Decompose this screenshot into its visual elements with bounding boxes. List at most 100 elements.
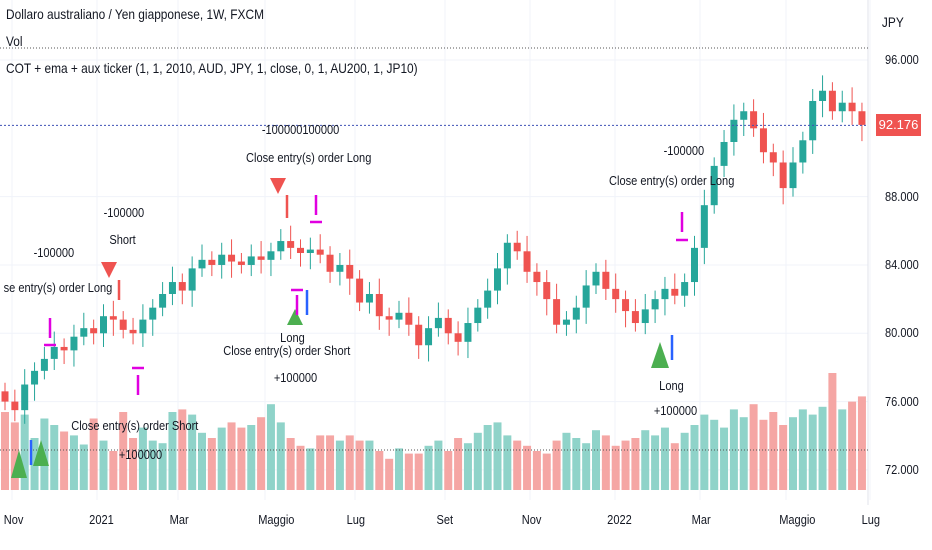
red-arrow-markers bbox=[117, 195, 289, 300]
price-tick-label: 96.000 bbox=[884, 52, 919, 67]
candle-body bbox=[149, 307, 157, 320]
volume-bar bbox=[306, 448, 315, 490]
candle-body bbox=[720, 141, 728, 166]
candle-body bbox=[21, 384, 29, 411]
candle-body bbox=[700, 205, 708, 248]
annotation: -100000 bbox=[103, 205, 145, 220]
volume-bar bbox=[119, 412, 128, 490]
time-tick-label: Lug bbox=[346, 512, 366, 527]
short-triangle-marker bbox=[101, 262, 117, 278]
time-tick-label: Maggio bbox=[258, 512, 295, 527]
candle-body bbox=[228, 254, 236, 262]
volume-bar bbox=[779, 425, 788, 490]
annotation: -100000100000 bbox=[261, 122, 340, 137]
candle-body bbox=[602, 271, 610, 289]
price-tick-label: 80.000 bbox=[884, 325, 919, 341]
candle-body bbox=[100, 316, 107, 334]
volume-bar bbox=[710, 419, 719, 490]
candle-body bbox=[395, 312, 403, 320]
candle-body bbox=[109, 316, 117, 320]
candle-body bbox=[769, 152, 777, 163]
volume-bar bbox=[808, 414, 817, 490]
candle-body bbox=[277, 241, 285, 252]
candle-body bbox=[31, 370, 39, 385]
last-price-tag: 92.176 bbox=[876, 114, 921, 137]
volume-bar bbox=[789, 417, 797, 490]
annotation: Long bbox=[659, 378, 684, 393]
short-triangle-marker bbox=[270, 178, 286, 194]
annotation: Short bbox=[109, 232, 136, 247]
candle-body bbox=[809, 100, 817, 141]
volume-bar bbox=[395, 448, 403, 490]
candle-body bbox=[819, 90, 827, 101]
time-tick-label: 2021 bbox=[89, 512, 114, 527]
time-tick-label: Mar bbox=[691, 512, 711, 527]
candle-body bbox=[247, 256, 255, 265]
volume-bar bbox=[69, 435, 78, 490]
volume-bar bbox=[385, 458, 394, 490]
volume-bar bbox=[838, 409, 847, 490]
candle-body bbox=[257, 256, 265, 260]
candle-body bbox=[434, 317, 442, 329]
candle-body bbox=[139, 319, 147, 334]
candles bbox=[1, 75, 866, 424]
volume-bar bbox=[276, 422, 285, 490]
candle-body bbox=[168, 282, 176, 294]
candle-body bbox=[40, 358, 48, 371]
currency-label: JPY bbox=[881, 14, 904, 30]
candle-body bbox=[562, 319, 570, 325]
candle-body bbox=[70, 336, 78, 351]
candle-body bbox=[543, 282, 551, 300]
candle-body bbox=[789, 162, 797, 189]
symbol-title[interactable]: Dollaro australiano / Yen giapponese, 1W… bbox=[6, 6, 264, 22]
volume-legend[interactable]: Vol bbox=[6, 33, 23, 49]
annotation: Close entry(s) order Long bbox=[609, 173, 735, 188]
annotation: Long bbox=[280, 330, 305, 345]
volume-bar bbox=[266, 404, 275, 490]
volume-bar bbox=[552, 440, 561, 490]
candle-body bbox=[385, 316, 393, 320]
candle-body bbox=[178, 282, 186, 291]
candle-body bbox=[651, 299, 659, 310]
volume-bar bbox=[798, 409, 807, 490]
volume-bar bbox=[188, 414, 197, 490]
candle-body bbox=[523, 251, 531, 272]
candle-body bbox=[730, 119, 738, 142]
candle-body bbox=[838, 102, 846, 112]
candle-body bbox=[159, 293, 167, 308]
candle-body bbox=[297, 247, 304, 254]
annotation: +100000 bbox=[118, 447, 163, 462]
strategy-legend[interactable]: COT + ema + aux ticker (1, 1, 2010, AUD,… bbox=[6, 60, 418, 76]
volume-bar bbox=[582, 443, 591, 490]
volume-bar bbox=[20, 414, 29, 490]
candle-body bbox=[671, 288, 679, 296]
volume-bar bbox=[631, 438, 640, 490]
volume-bar bbox=[1, 412, 9, 490]
volume-bar bbox=[739, 417, 748, 490]
annotation: +100000 bbox=[273, 370, 318, 385]
volume-bar bbox=[138, 427, 147, 490]
volume-bar bbox=[50, 425, 59, 490]
volume-bar bbox=[857, 396, 866, 490]
volume-bar bbox=[296, 445, 305, 490]
long-triangle-marker bbox=[11, 450, 27, 478]
volume-bar bbox=[680, 432, 689, 490]
volume-bar bbox=[818, 406, 827, 490]
volume-bar bbox=[198, 432, 206, 490]
long-triangle-marker bbox=[33, 440, 49, 466]
candle-body bbox=[612, 288, 620, 300]
candle-body bbox=[188, 268, 196, 291]
volume-bar bbox=[178, 409, 187, 490]
annotation: se entry(s) order Long bbox=[3, 280, 113, 295]
candle-body bbox=[464, 323, 472, 342]
volume-bar bbox=[345, 435, 354, 490]
volume-bar bbox=[257, 417, 266, 490]
candle-body bbox=[513, 242, 521, 252]
candle-body bbox=[316, 249, 324, 255]
volume-bar bbox=[247, 425, 256, 490]
candle-body bbox=[336, 264, 344, 272]
candle-body bbox=[750, 111, 758, 129]
candle-body bbox=[365, 293, 373, 303]
volume-bar bbox=[749, 404, 758, 490]
